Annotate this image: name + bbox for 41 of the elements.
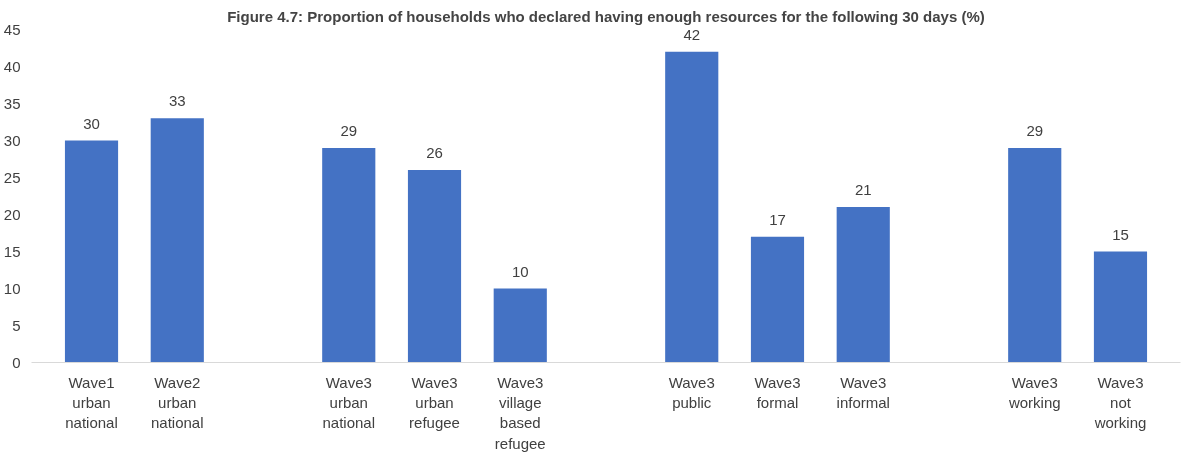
data-label: 29 xyxy=(340,121,358,139)
bar xyxy=(1093,251,1148,363)
data-label: 21 xyxy=(854,181,872,199)
data-label: 10 xyxy=(511,262,529,280)
y-tick-label: 10 xyxy=(3,279,21,297)
x-tick-label: Wave3 informal xyxy=(836,373,890,411)
x-tick-label: Wave3 public xyxy=(668,373,715,411)
x-tick-label: Wave3 village based refugee xyxy=(494,373,546,452)
y-tick-label: 25 xyxy=(3,168,21,186)
data-label: 15 xyxy=(1112,225,1129,243)
bar xyxy=(150,118,204,363)
y-tick-label: 15 xyxy=(3,242,21,260)
y-tick-label: 20 xyxy=(3,205,21,223)
y-tick-label: 30 xyxy=(3,131,21,149)
x-tick-label: Wave3 working xyxy=(1007,373,1061,411)
chart-title: Figure 4.7: Proportion of households who declared having enough resources for the following 30 days (%) xyxy=(227,7,985,25)
x-tick-label: Wave3 not working xyxy=(1093,373,1147,432)
bar xyxy=(750,236,805,363)
data-label: 33 xyxy=(168,92,186,110)
y-tick-label: 5 xyxy=(12,316,21,334)
y-tick-label: 0 xyxy=(12,353,21,371)
x-tick-label: Wave2 urban national xyxy=(151,373,204,432)
bar xyxy=(322,147,376,363)
x-tick-label: Wave1 urban national xyxy=(65,373,118,432)
data-label: 30 xyxy=(83,114,100,132)
y-tick-label: 35 xyxy=(3,94,21,112)
bar xyxy=(665,51,719,363)
x-tick-label: Wave3 urban refugee xyxy=(409,373,460,432)
data-label: 26 xyxy=(426,144,443,162)
bar xyxy=(407,170,462,363)
bar xyxy=(836,207,890,363)
bar xyxy=(493,288,547,363)
data-label: 29 xyxy=(1026,121,1044,139)
x-tick-label: Wave3 formal xyxy=(754,373,801,411)
bar xyxy=(64,140,119,363)
y-tick-label: 45 xyxy=(3,20,21,38)
y-tick-label: 40 xyxy=(3,57,21,75)
data-label: 42 xyxy=(683,25,701,43)
data-label: 17 xyxy=(769,210,786,228)
x-tick-label: Wave3 urban national xyxy=(322,373,376,432)
bar xyxy=(1008,147,1062,363)
